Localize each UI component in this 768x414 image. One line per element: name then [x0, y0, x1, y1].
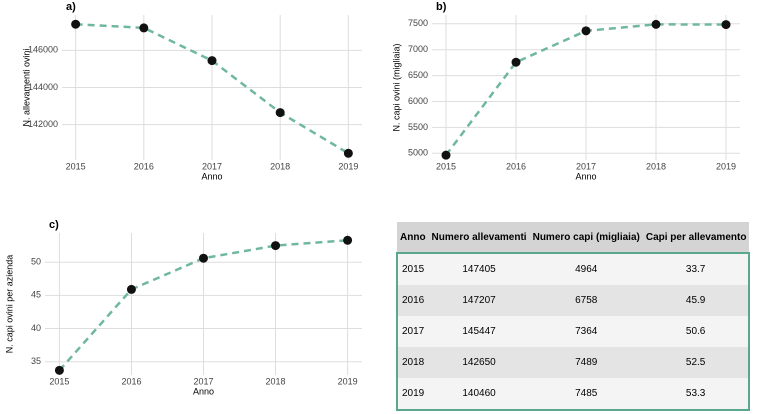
- y-tick-label: 6500: [408, 70, 428, 80]
- table-cell: 50.6: [685, 326, 706, 337]
- chart-title: b): [436, 1, 447, 13]
- table-row: 2017 145447 7364 50.6: [397, 316, 750, 347]
- table-cell: 7485: [575, 388, 598, 399]
- x-tick-label: 2017: [202, 161, 222, 171]
- x-tick-label: 2019: [716, 161, 736, 171]
- y-tick-label: 142000: [28, 119, 58, 129]
- chart-title: a): [66, 1, 76, 13]
- data-point: [581, 26, 591, 36]
- x-axis-label: Anno: [575, 171, 596, 181]
- data-point: [207, 56, 217, 66]
- table-row: 2015 147405 4964 33.7: [397, 253, 750, 285]
- x-axis-label: Anno: [201, 171, 222, 181]
- table-cell: 2019: [402, 388, 425, 399]
- data-point: [199, 253, 208, 263]
- table-cell: 2016: [402, 295, 425, 306]
- data-point: [441, 150, 451, 160]
- data-point: [651, 19, 661, 29]
- table-row: 2016 147207 6758 45.9: [397, 285, 750, 316]
- header-cell: Numero allevamenti: [428, 222, 530, 253]
- data-point: [126, 284, 136, 294]
- data-point: [343, 235, 353, 245]
- y-tick-label: 35: [31, 356, 41, 366]
- table-body: 2015 147405 4964 33.7 2016 147207 6758 45.9 2017…: [397, 253, 750, 410]
- table-cell: 7364: [575, 326, 598, 337]
- y-tick-label: 6000: [408, 96, 428, 106]
- data-point: [275, 108, 285, 118]
- header-cell: Capi per allevamento: [642, 222, 750, 253]
- data-point: [511, 57, 521, 67]
- x-tick-label: 2019: [338, 161, 358, 171]
- header-cell: Numero capi (migliaia): [529, 222, 643, 253]
- x-tick-label: 2018: [646, 161, 666, 171]
- data-point: [721, 20, 731, 30]
- table-cell: 7489: [575, 357, 598, 368]
- x-tick-label: 2018: [266, 376, 286, 386]
- summary-table: Anno Numero allevamenti Numero capi (mig…: [396, 222, 750, 411]
- table-cell: 52.5: [685, 357, 706, 368]
- x-tick-label: 2015: [436, 161, 456, 171]
- table-cell: 6758: [575, 295, 598, 306]
- chart-title: c): [49, 219, 59, 231]
- table-cell: 2015: [402, 264, 425, 275]
- data-point: [343, 148, 353, 158]
- data-point: [54, 365, 64, 375]
- y-tick-label: 7000: [408, 44, 428, 54]
- table-cell: 4964: [575, 264, 598, 275]
- x-axis-label: Anno: [193, 386, 214, 396]
- x-tick-label: 2019: [338, 376, 358, 386]
- y-tick-label: 146000: [28, 45, 58, 55]
- table-cell: 33.7: [685, 264, 706, 275]
- data-point: [271, 241, 281, 251]
- y-tick-label: 5500: [408, 122, 428, 132]
- table-header: Anno Numero allevamenti Numero capi (mig…: [397, 222, 750, 253]
- table-cell: 147207: [462, 295, 496, 306]
- table-cell: 145447: [462, 326, 496, 337]
- table-row: 2018 142650 7489 52.5: [397, 347, 750, 378]
- x-tick-label: 2015: [49, 376, 69, 386]
- table-cell: 142650: [462, 357, 496, 368]
- x-tick-label: 2018: [270, 161, 290, 171]
- data-point: [71, 19, 81, 29]
- y-tick-label: 50: [31, 257, 41, 267]
- y-tick-label: 144000: [28, 82, 58, 92]
- x-tick-label: 2016: [121, 376, 141, 386]
- x-tick-label: 2016: [506, 161, 526, 171]
- table-cell: 2017: [402, 326, 425, 337]
- y-tick-label: 40: [31, 323, 41, 333]
- x-tick-label: 2017: [576, 161, 596, 171]
- table-cell: 147405: [462, 264, 496, 275]
- table-cell: 53.3: [685, 388, 706, 399]
- header-cell: Anno: [397, 222, 429, 253]
- y-tick-label: 45: [31, 290, 41, 300]
- data-point: [139, 23, 149, 33]
- table-row: 2019 140460 7485 53.3: [397, 378, 750, 410]
- table-cell: 140460: [462, 388, 496, 399]
- data-line: [75, 22, 350, 155]
- x-tick-label: 2015: [66, 161, 86, 171]
- y-tick-label: 5000: [408, 148, 428, 158]
- y-axis-label: N. allevamenti ovini: [21, 48, 31, 126]
- y-tick-label: 7500: [408, 18, 428, 28]
- x-tick-label: 2016: [134, 161, 154, 171]
- y-axis-label: N. capi ovini per azienda: [4, 255, 14, 354]
- table-cell: 45.9: [685, 295, 706, 306]
- x-tick-label: 2017: [193, 376, 213, 386]
- y-axis-label: N. capi ovini (migliaia): [391, 43, 401, 131]
- table-cell: 2018: [402, 357, 425, 368]
